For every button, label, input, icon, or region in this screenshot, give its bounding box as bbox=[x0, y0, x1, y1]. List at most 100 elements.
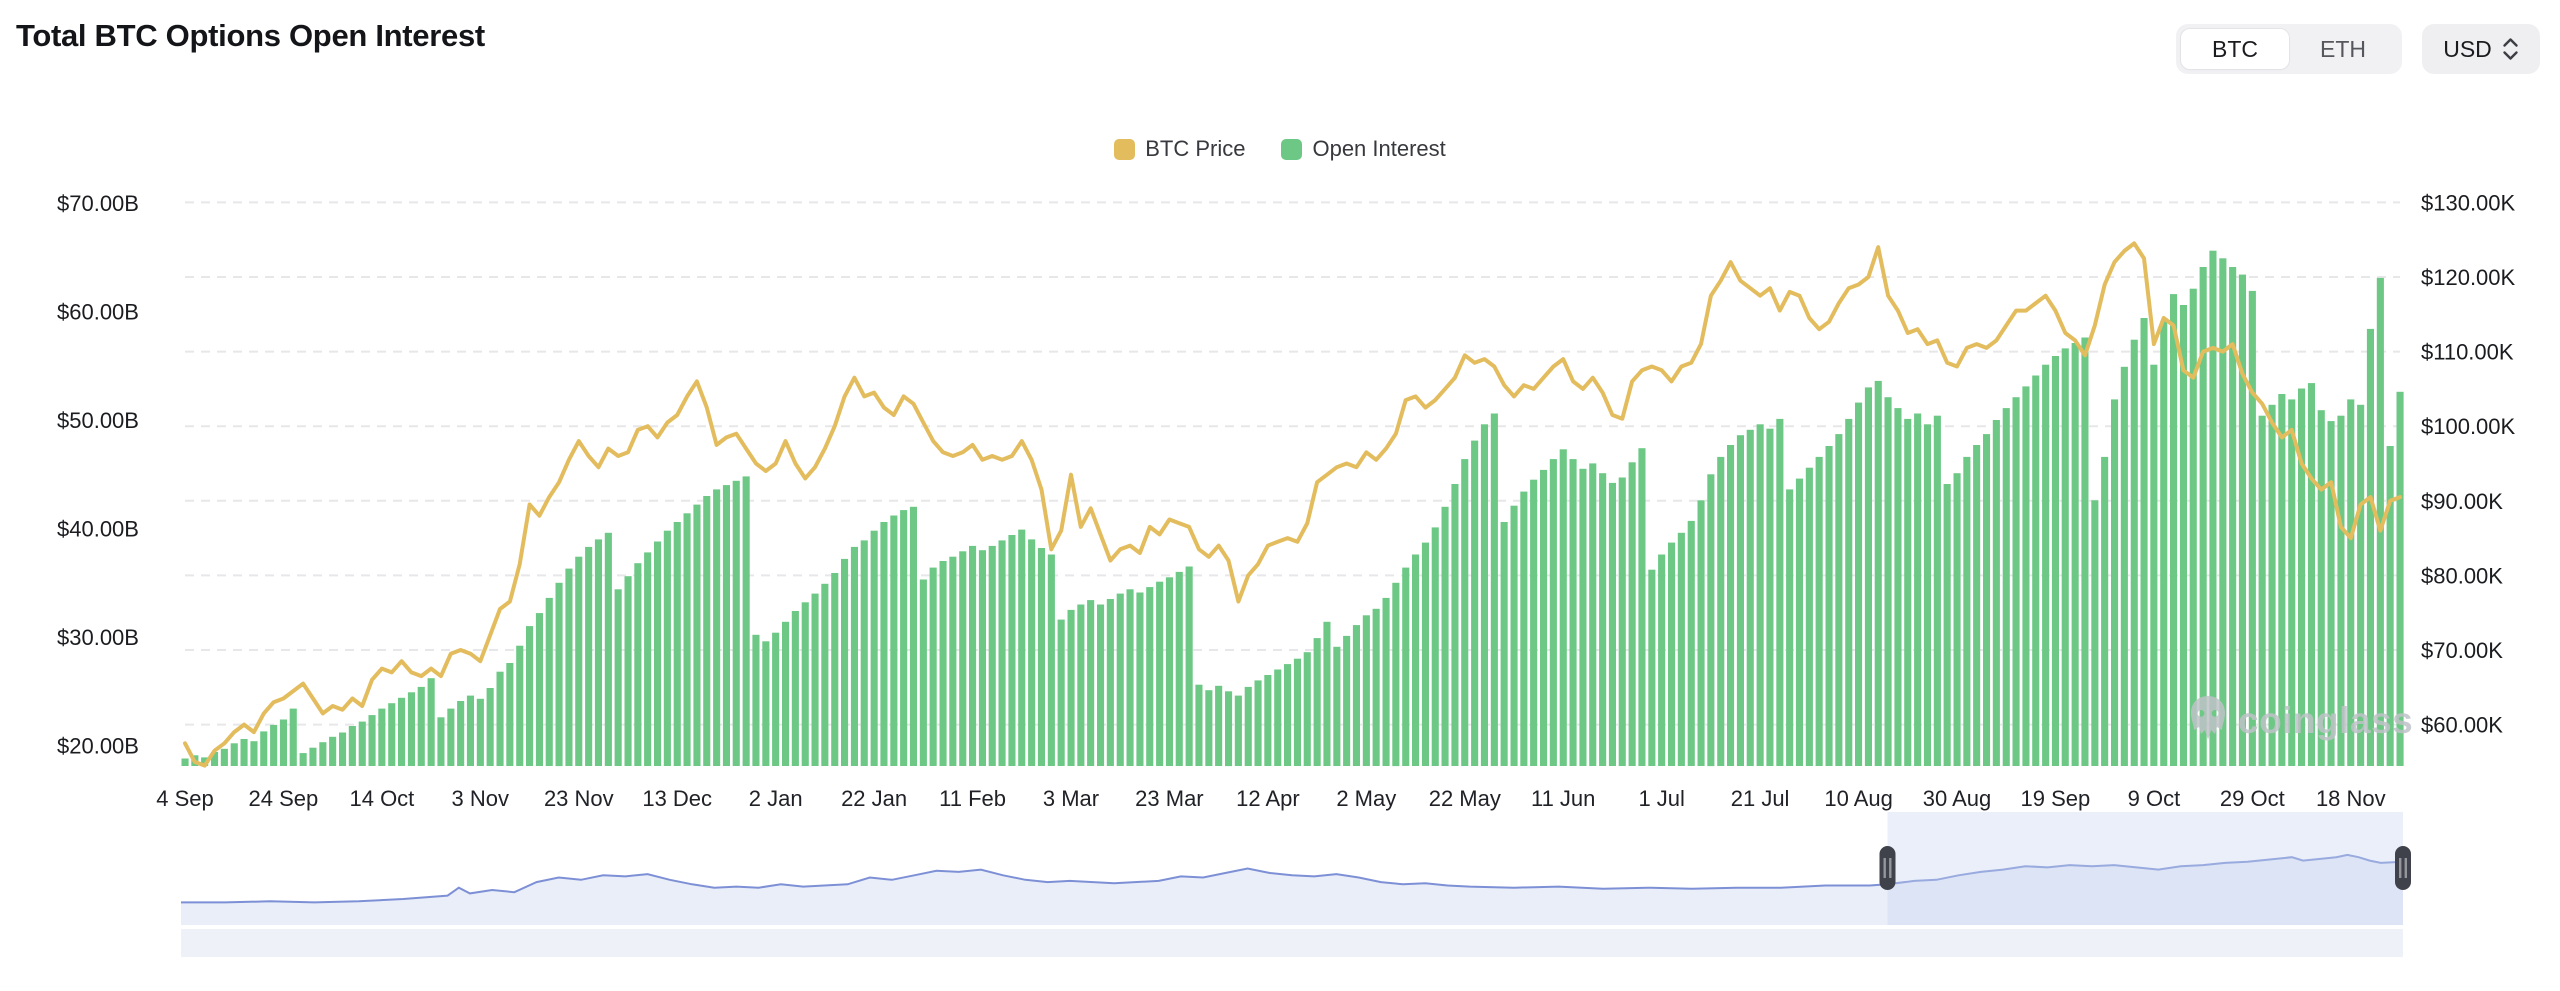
oi-bar bbox=[673, 522, 681, 766]
oi-bar bbox=[2130, 339, 2138, 766]
oi-bar bbox=[1677, 532, 1685, 766]
x-axis-label: 10 Aug bbox=[1824, 786, 1893, 811]
oi-bar bbox=[850, 546, 858, 766]
oi-bar bbox=[654, 541, 662, 766]
oi-bar bbox=[1835, 434, 1843, 766]
oi-bar bbox=[1717, 456, 1725, 766]
x-axis-label: 21 Jul bbox=[1731, 786, 1790, 811]
oi-bar bbox=[2101, 456, 2109, 766]
oi-bar bbox=[821, 583, 829, 766]
oi-bar bbox=[1490, 413, 1498, 766]
gridlines bbox=[185, 201, 2400, 726]
oi-bar bbox=[722, 485, 730, 766]
oi-bar bbox=[1225, 691, 1233, 767]
currency-select[interactable]: USD bbox=[2422, 24, 2540, 74]
oi-bar bbox=[663, 530, 671, 766]
oi-bar bbox=[939, 561, 947, 766]
btc-price-line[interactable] bbox=[183, 241, 2402, 768]
oi-bar bbox=[1018, 529, 1026, 766]
oi-bar bbox=[2386, 446, 2394, 766]
oi-bar bbox=[2051, 356, 2059, 766]
y-axis-label-right: $120.00K bbox=[2421, 265, 2516, 290]
oi-bar bbox=[1146, 587, 1154, 766]
y-axis-label-right: $100.00K bbox=[2421, 414, 2516, 439]
navigator-selection[interactable] bbox=[1887, 812, 2404, 925]
oi-bar bbox=[1372, 608, 1380, 766]
oi-bar bbox=[2347, 399, 2355, 766]
legend-item-open-interest[interactable]: Open Interest bbox=[1281, 136, 1446, 162]
open-interest-bars[interactable] bbox=[181, 250, 2404, 767]
oi-bar bbox=[1914, 413, 1922, 766]
oi-bar bbox=[1136, 592, 1144, 766]
y-axis-label-left: $60.00B bbox=[57, 300, 139, 325]
navigator-area bbox=[181, 854, 2403, 925]
y-axis-label-right: $70.00K bbox=[2421, 638, 2503, 663]
legend-item-btc-price[interactable]: BTC Price bbox=[1114, 136, 1245, 162]
oi-bar bbox=[1195, 684, 1203, 766]
oi-bar bbox=[1776, 418, 1784, 766]
oi-bar bbox=[2258, 415, 2266, 766]
navigator-handle-right[interactable] bbox=[2395, 846, 2411, 890]
x-axis-labels: 4 Sep 24 Sep 14 Oct 3 Nov 23 Nov 13 Dec 2 Jan 2… bbox=[156, 786, 2385, 811]
oi-bar bbox=[407, 692, 415, 766]
asset-toggle-eth[interactable]: ETH bbox=[2289, 29, 2397, 69]
oi-bar bbox=[565, 568, 573, 766]
oi-bar bbox=[1559, 449, 1567, 766]
oi-bar bbox=[1864, 387, 1872, 766]
y-axis-label-left: $50.00B bbox=[57, 408, 139, 433]
oi-bar bbox=[1608, 482, 1616, 766]
left-axis-labels: $70.00B $60.00B $50.00B $40.00B $30.00B $20.0… bbox=[57, 191, 139, 759]
oi-bar bbox=[1510, 505, 1518, 766]
navigator-handle-left[interactable] bbox=[1879, 846, 1896, 890]
oi-bar bbox=[1382, 597, 1390, 766]
oi-bar bbox=[1756, 424, 1764, 766]
oi-bar bbox=[447, 708, 455, 766]
oi-bar bbox=[909, 506, 917, 766]
x-axis-label: 14 Oct bbox=[349, 786, 414, 811]
oi-bar bbox=[988, 545, 996, 766]
oi-bar bbox=[211, 752, 219, 766]
oi-bar bbox=[1461, 459, 1469, 766]
oi-bar bbox=[1215, 685, 1223, 766]
x-axis-label: 3 Nov bbox=[452, 786, 509, 811]
oi-bar bbox=[1077, 604, 1085, 766]
x-axis-label: 29 Oct bbox=[2220, 786, 2285, 811]
oi-bar bbox=[201, 757, 209, 766]
navigator[interactable] bbox=[181, 812, 2411, 957]
oi-bar bbox=[368, 715, 376, 766]
oi-bar bbox=[2042, 364, 2050, 766]
asset-toggle-btc[interactable]: BTC bbox=[2181, 29, 2289, 69]
oi-bar bbox=[2189, 288, 2197, 766]
oi-bar bbox=[220, 748, 228, 766]
oi-bar bbox=[1175, 571, 1183, 766]
oi-bar bbox=[1067, 609, 1075, 766]
navigator-track[interactable] bbox=[181, 929, 2403, 957]
x-axis-label: 2 Jan bbox=[749, 786, 803, 811]
oi-bar bbox=[2278, 394, 2286, 766]
x-axis-label: 13 Dec bbox=[642, 786, 712, 811]
oi-bar bbox=[959, 551, 967, 766]
oi-bar bbox=[329, 736, 337, 766]
oi-bar bbox=[1579, 468, 1587, 766]
x-axis-label: 22 May bbox=[1429, 786, 1501, 811]
oi-bar bbox=[1412, 554, 1420, 766]
oi-bar bbox=[919, 579, 927, 766]
oi-bar bbox=[752, 634, 760, 766]
oi-bar bbox=[358, 721, 366, 766]
oi-bar bbox=[1402, 567, 1410, 766]
oi-bar bbox=[1421, 542, 1429, 766]
oi-bar bbox=[2179, 305, 2187, 766]
oi-bar bbox=[703, 496, 711, 766]
oi-bar bbox=[299, 753, 307, 766]
oi-bar bbox=[1992, 420, 2000, 766]
oi-bar bbox=[496, 671, 504, 766]
oi-bar bbox=[762, 641, 770, 766]
x-axis-label: 11 Jun bbox=[1531, 786, 1595, 811]
oi-bar bbox=[1185, 566, 1193, 766]
open-interest-swatch-icon bbox=[1281, 138, 1303, 160]
oi-bar bbox=[1953, 473, 1961, 766]
oi-bar bbox=[860, 540, 868, 766]
oi-bar bbox=[585, 546, 593, 766]
asset-toggle: BTC ETH bbox=[2176, 24, 2402, 74]
